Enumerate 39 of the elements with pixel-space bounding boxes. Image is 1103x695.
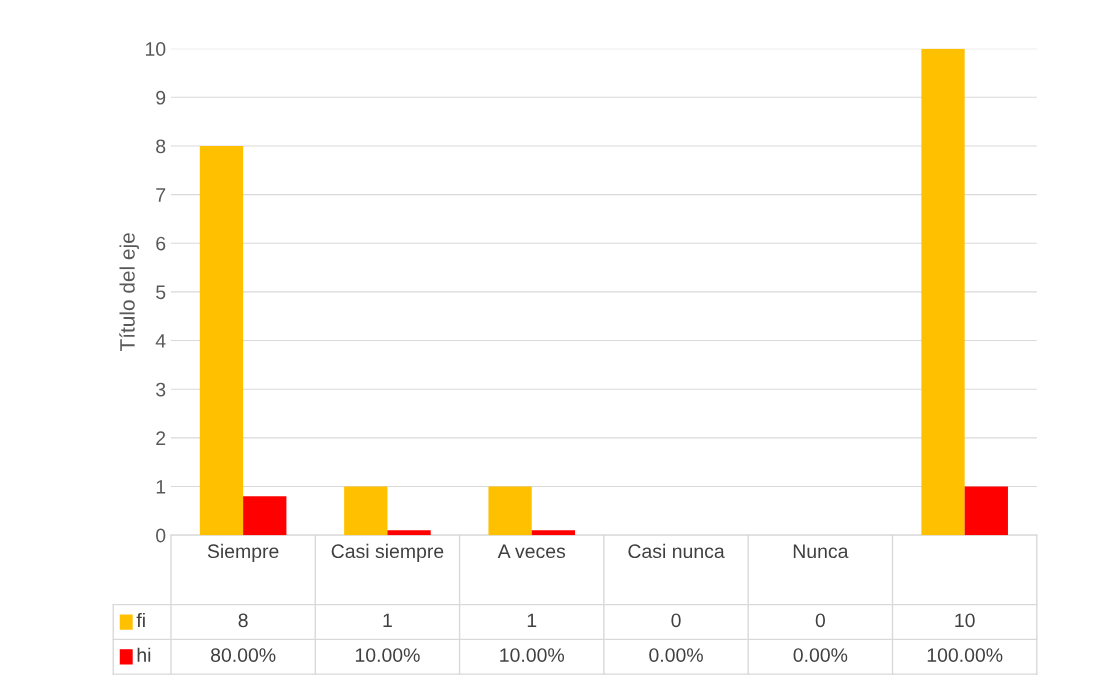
y-tick-label: 7 [156, 188, 166, 202]
y-tick-label: 3 [156, 382, 166, 397]
y-tick-label: 10 [145, 42, 166, 56]
data-label: 100.00% [927, 648, 1003, 662]
bar [199, 145, 244, 536]
bar [964, 486, 1008, 536]
y-tick-label: 8 [156, 139, 166, 154]
data-label: 1 [527, 613, 537, 628]
y-tick-label: 5 [156, 285, 166, 300]
y-tick-label: 6 [156, 236, 166, 251]
bar [387, 530, 431, 536]
data-label: 0.00% [649, 648, 703, 662]
x-tick-label: Nunca [793, 544, 849, 559]
legend-label: hi [137, 647, 151, 662]
data-label: 0 [815, 613, 825, 628]
x-tick-label: Casi nunca [628, 543, 725, 559]
x-tick-label: Siempre [207, 543, 279, 562]
data-label: 10.00% [500, 648, 565, 662]
y-tick-label: 0 [156, 528, 166, 543]
bar [921, 48, 965, 536]
bar [488, 486, 532, 536]
data-label: 1 [383, 613, 392, 628]
data-label: 10 [955, 613, 975, 628]
data-label: 80.00% [210, 648, 276, 662]
data-label: 8 [238, 613, 248, 628]
x-tick-label: A veces [497, 544, 566, 559]
data-label: 10.00% [355, 648, 420, 662]
bar [243, 496, 287, 536]
legend-label: fi [136, 612, 145, 628]
x-tick-label: Casi siempre [331, 543, 444, 562]
data-label: 0.00% [793, 648, 848, 662]
y-tick-label: 9 [156, 90, 166, 105]
bar [344, 486, 388, 536]
bar [531, 530, 576, 536]
y-tick-label: 4 [155, 334, 166, 348]
y-tick-label: 1 [156, 480, 166, 494]
y-axis-title: Título del eje [119, 233, 139, 352]
y-tick-label: 2 [156, 431, 166, 445]
data-label: 0 [671, 613, 681, 628]
